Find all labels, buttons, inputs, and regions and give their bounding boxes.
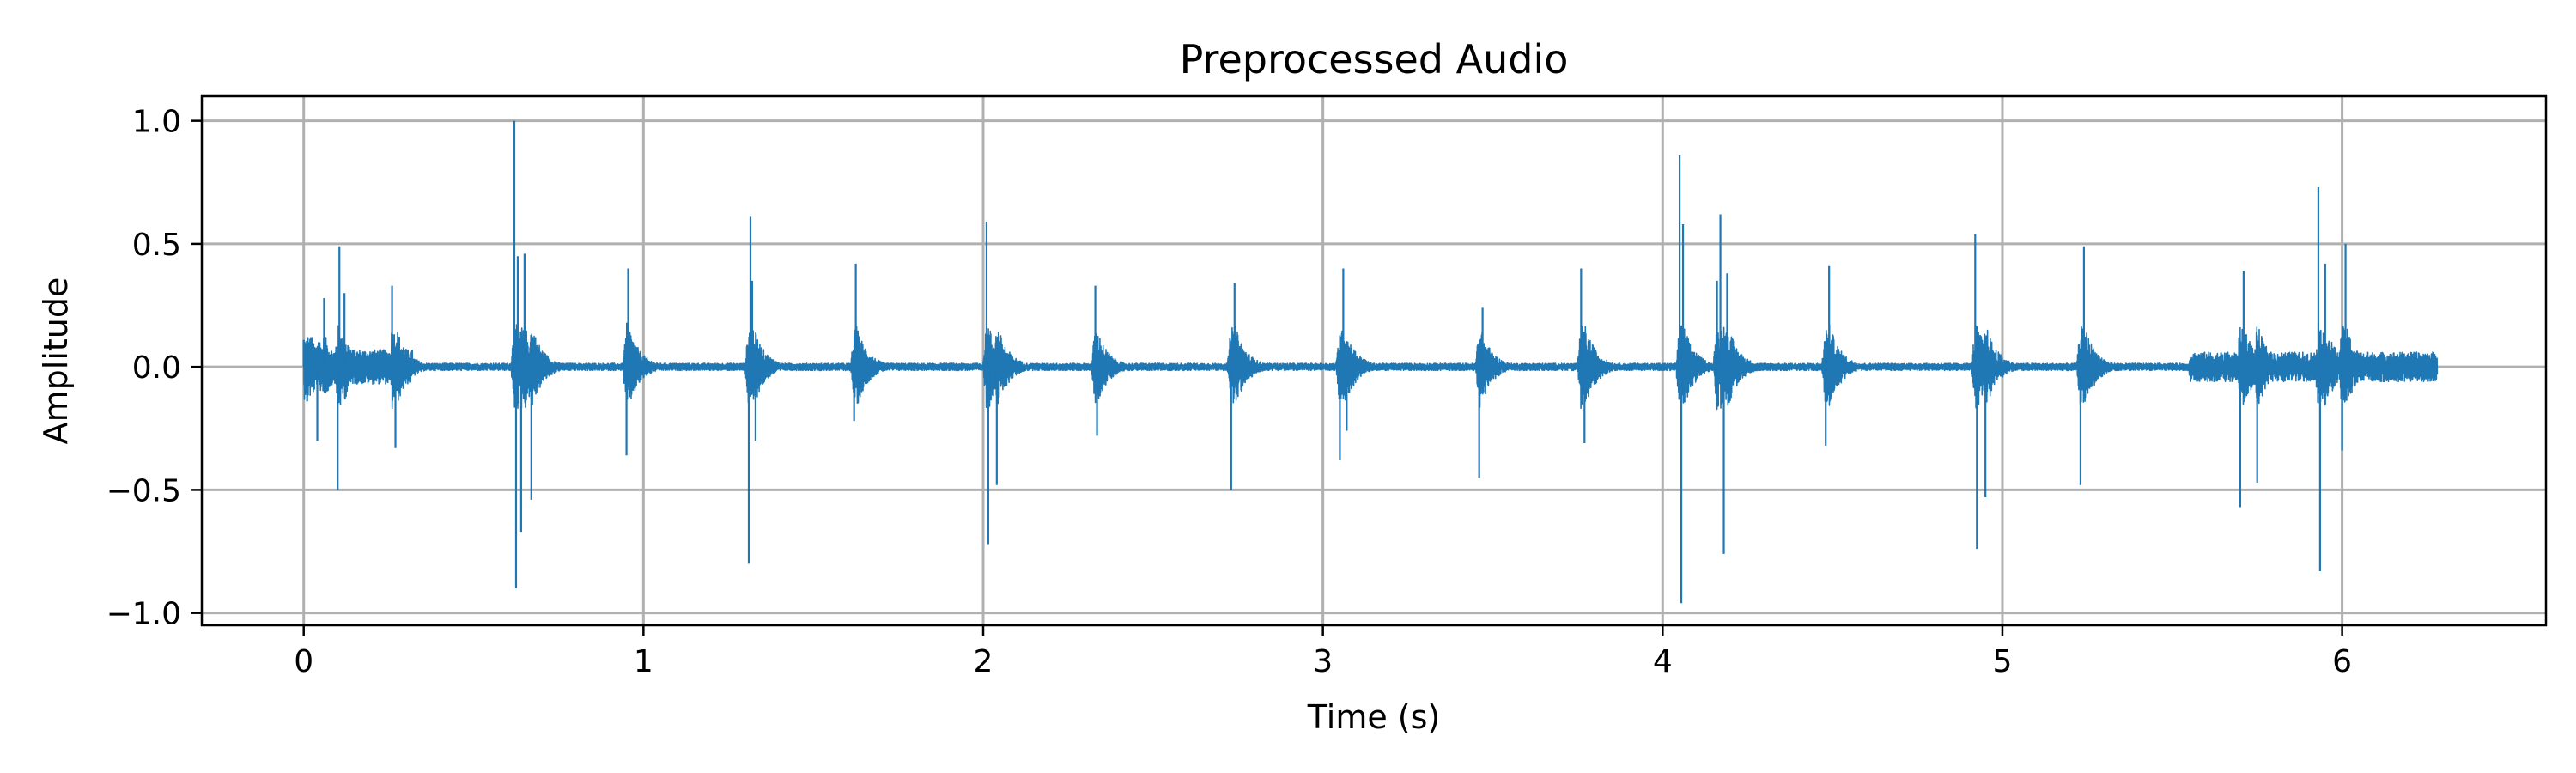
- x-tick-label: 6: [2332, 644, 2352, 679]
- waveform-series: [302, 120, 2439, 604]
- x-axis-label: Time (s): [1307, 698, 1441, 736]
- x-tick-label: 3: [1313, 644, 1333, 679]
- x-tick-label: 2: [974, 644, 993, 679]
- y-tick-label: 1.0: [132, 105, 181, 140]
- x-tick-label: 4: [1653, 644, 1673, 679]
- y-tick-label: −1.0: [106, 597, 181, 632]
- y-tick-label: −0.5: [106, 473, 181, 508]
- y-axis-label: Amplitude: [37, 277, 75, 445]
- y-tick-label: 0.5: [132, 228, 181, 263]
- plot-frame: [200, 94, 2548, 627]
- x-tick-label: 1: [634, 644, 653, 679]
- chart-title: Preprocessed Audio: [1180, 36, 1569, 82]
- x-tick-label: 0: [294, 644, 313, 679]
- x-tick-label: 5: [1993, 644, 2013, 679]
- y-tick-label: 0.0: [132, 350, 181, 386]
- waveform-line: [302, 322, 2439, 411]
- axis-ticks: 0 1 2 3 4 5 6 1.0 0.5 0.0 −0.5 −1.0: [106, 105, 2352, 679]
